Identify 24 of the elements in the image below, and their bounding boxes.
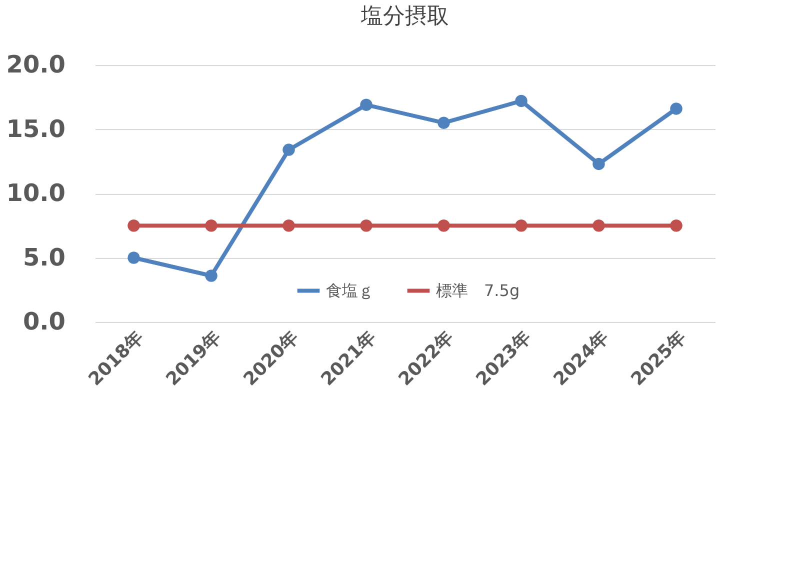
point: [592, 158, 605, 170]
y-tick-label: 15.0: [6, 114, 66, 143]
point: [670, 102, 682, 115]
chart-title: 塩分摂取: [360, 4, 449, 29]
point: [205, 220, 218, 232]
point: [360, 98, 372, 111]
point: [128, 220, 140, 232]
y-tick-label: 10.0: [6, 179, 66, 207]
point: [670, 220, 682, 232]
point: [438, 220, 450, 232]
y-tick-label: 5.0: [22, 243, 66, 272]
y-tick-label: 0.0: [22, 308, 66, 336]
point: [205, 270, 218, 282]
point: [128, 252, 140, 264]
legend-label: 食塩ｇ: [326, 280, 374, 300]
point: [282, 144, 295, 156]
point: [592, 220, 605, 232]
point: [360, 220, 372, 232]
point: [515, 220, 528, 232]
point: [282, 220, 295, 232]
point: [515, 94, 528, 108]
y-tick-label: 20.0: [6, 50, 66, 78]
point: [438, 116, 450, 129]
legend-label: 標準 7.5g: [436, 280, 520, 300]
